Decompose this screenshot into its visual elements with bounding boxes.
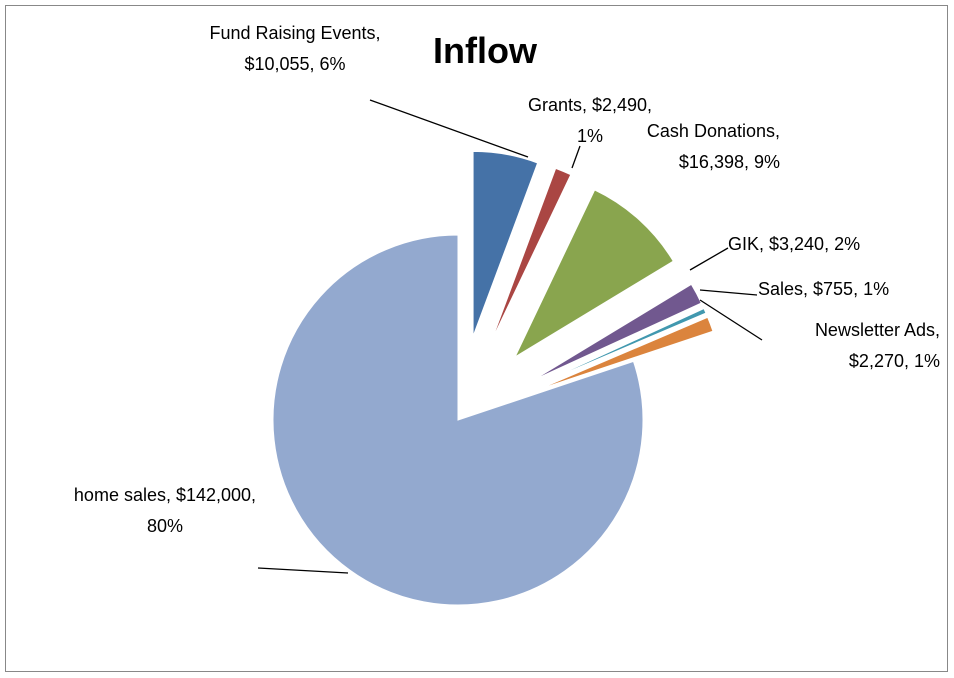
data-label: Sales, $755, 1% <box>758 279 890 299</box>
pie-slice <box>535 307 707 387</box>
pie-slice <box>472 150 539 337</box>
chart-title: Inflow <box>433 30 537 71</box>
leader-line <box>699 299 763 341</box>
data-label: GIK, $3,240, 2% <box>728 234 861 254</box>
data-label: Cash Donations, $16,398, 9% <box>646 121 780 172</box>
data-label: Grants, $2,490, 1% <box>527 95 653 146</box>
pie-slice <box>532 283 702 381</box>
data-label: home sales, $142,000, 80% <box>73 485 257 536</box>
leader-line <box>257 567 349 574</box>
data-label: Newsletter Ads, $2,270, 1% <box>814 320 940 371</box>
pie-slice <box>272 234 644 606</box>
leader-line <box>699 289 758 296</box>
leader-line <box>689 247 729 271</box>
pie-slice <box>513 189 674 359</box>
data-label: Fund Raising Events, $10,055, 6% <box>209 23 381 74</box>
leader-line <box>571 145 581 169</box>
leader-line <box>369 99 529 158</box>
pie-slice <box>490 167 572 342</box>
pie-slice <box>537 316 714 391</box>
